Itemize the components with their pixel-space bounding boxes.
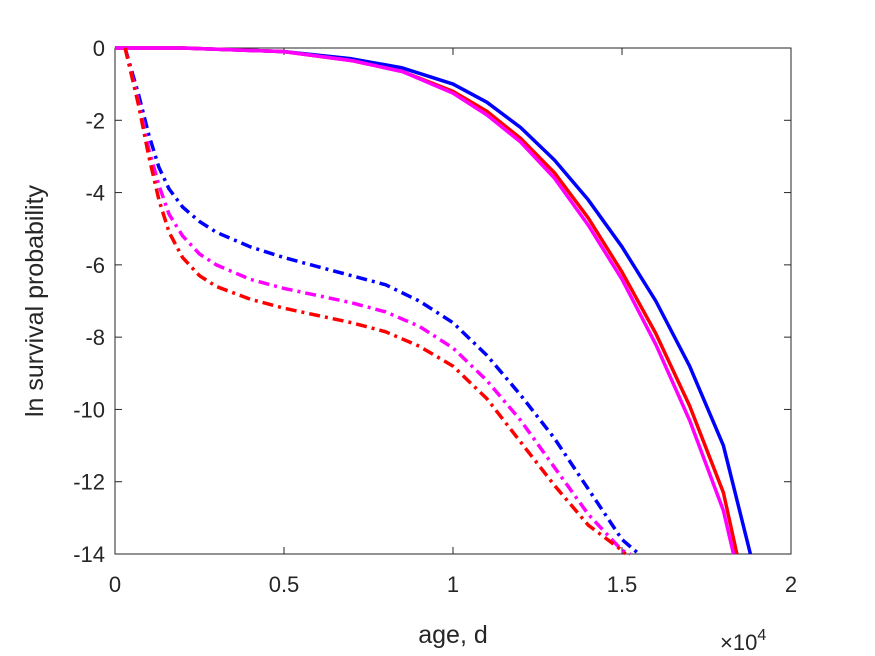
y-tick-label: -6 (85, 253, 105, 278)
y-tick-label: -4 (85, 181, 105, 206)
x-tick-label: 1.5 (607, 572, 638, 597)
series-line-4 (123, 47, 641, 556)
y-tick-label: -12 (73, 470, 105, 495)
y-axis-label: ln survival probability (21, 184, 49, 417)
y-tick-label: 0 (93, 36, 105, 61)
x-tick-label: 0 (109, 572, 121, 597)
y-tick-label: -14 (73, 542, 105, 567)
y-axis-ticks: 0 -2 -4 -6 -8 -10 -12 -14 (73, 36, 791, 567)
x-tick-label: 0.5 (269, 572, 300, 597)
y-tick-label: -8 (85, 325, 105, 350)
x-tick-label: 2 (785, 572, 797, 597)
series-line-3 (115, 46, 736, 555)
x-tick-label: 1 (447, 572, 459, 597)
x-exponent-power: 4 (757, 627, 766, 644)
x-axis-label: age, d (418, 621, 488, 649)
series-lines (115, 46, 753, 556)
y-tick-label: -10 (73, 397, 105, 422)
x-exponent-base: ×10 (720, 630, 757, 655)
y-tick-label: -2 (85, 108, 105, 133)
x-exponent-label: ×104 (720, 627, 766, 655)
plot-area (114, 47, 792, 555)
series-line-6 (123, 47, 627, 556)
x-axis-ticks: 0 0.5 1 1.5 2 (109, 48, 797, 597)
series-line-5 (123, 47, 632, 556)
